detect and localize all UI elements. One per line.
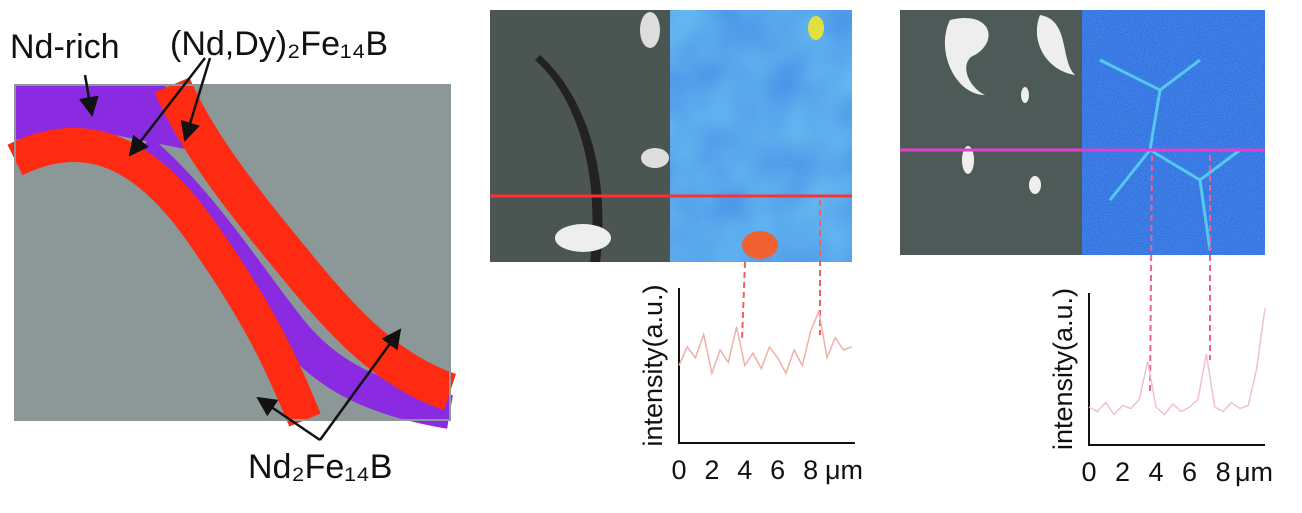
x-axis-unit: μm [825,455,863,485]
micrograph [900,10,1265,395]
x-tick-label: 8 [803,455,818,485]
y-axis-label: intensity(a.u.) [1048,288,1078,450]
micrograph [490,10,852,340]
x-tick-label: 2 [704,455,719,485]
x-tick-label: 4 [1149,457,1164,487]
schematic: Nd-rich (Nd,Dy)₂Fe₁₄B Nd₂Fe₁₄B [10,25,450,486]
profile-line [1089,308,1265,414]
x-tick-label: 4 [737,455,752,485]
axis [679,288,855,443]
label: (Nd,Dy)₂Fe₁₄B [170,25,388,63]
label: Nd₂Fe₁₄B [248,448,392,486]
x-tick-label: 0 [671,455,686,485]
x-tick-label: 6 [1182,457,1197,487]
x-tick-label: 6 [770,455,785,485]
label: Nd-rich [10,28,120,66]
x-tick-label: 2 [1115,457,1130,487]
axis [1089,293,1265,445]
profile-line [679,311,852,373]
figure: Nd-rich (Nd,Dy)₂Fe₁₄B Nd₂Fe₁₄B 02468μmin… [0,0,1302,508]
x-axis-unit: μm [1235,457,1273,487]
y-axis-label: intensity(a.u.) [638,284,668,446]
x-tick-label: 8 [1216,457,1231,487]
x-tick-label: 0 [1081,457,1096,487]
